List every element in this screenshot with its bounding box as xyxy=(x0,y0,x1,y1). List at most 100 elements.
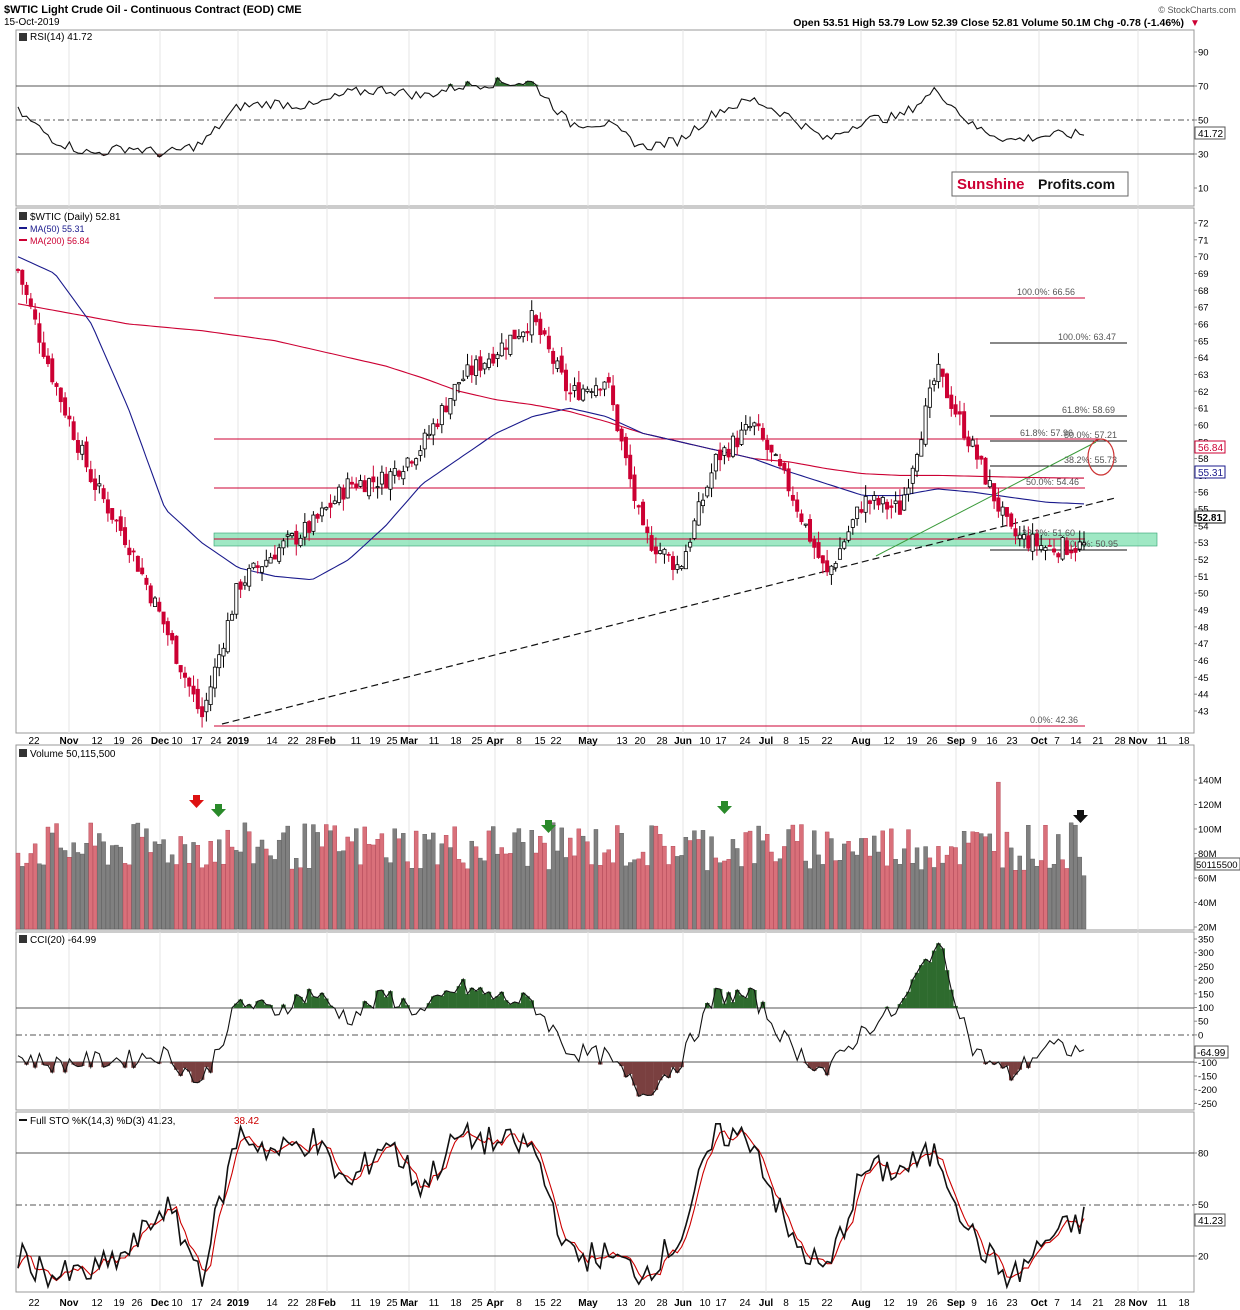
candle-body xyxy=(679,566,684,569)
volume-bar xyxy=(28,853,34,930)
volume-bar xyxy=(165,862,171,930)
candle-body xyxy=(414,458,419,466)
candle-body xyxy=(940,368,945,377)
volume-bar xyxy=(533,852,539,930)
candle-body xyxy=(191,685,196,695)
candle-body xyxy=(324,507,329,510)
x-tick-label: 19 xyxy=(369,1298,381,1309)
candle-body xyxy=(268,556,273,564)
candle-body xyxy=(585,388,590,392)
volume-bar xyxy=(285,825,290,930)
volume-bar xyxy=(906,829,911,930)
volume-bar xyxy=(777,858,783,930)
volume-bar xyxy=(812,830,817,930)
sto-label: Full STO %K(14,3) %D(3) 41.23, xyxy=(30,1116,175,1127)
candle-body xyxy=(563,369,568,392)
candle-body xyxy=(606,377,611,383)
x-tick-label: 8 xyxy=(516,736,522,747)
candle-body xyxy=(182,672,187,678)
x-tick-label: 26 xyxy=(926,1298,938,1309)
x-tick-label: Nov xyxy=(60,736,79,747)
volume-bar xyxy=(786,829,791,930)
candle-body xyxy=(84,441,89,468)
x-tick-label: 12 xyxy=(91,736,103,747)
volume-bar xyxy=(914,847,920,930)
candle-body xyxy=(850,519,855,528)
candle-body xyxy=(786,468,791,492)
candle-body xyxy=(1043,547,1048,551)
volume-bar xyxy=(217,839,222,930)
volume-bar xyxy=(538,835,543,930)
candle-body xyxy=(576,382,581,400)
candle-body xyxy=(1052,548,1057,553)
candle-body xyxy=(221,647,226,657)
volume-bar xyxy=(640,851,646,930)
volume-bar xyxy=(705,870,710,930)
volume-bar xyxy=(118,846,123,930)
candle-body xyxy=(37,323,42,343)
y-tick-label: -250 xyxy=(1198,1099,1217,1110)
volume-legend-icon xyxy=(19,749,27,757)
volume-bar xyxy=(692,830,697,930)
candle-body xyxy=(135,555,140,572)
volume-bar xyxy=(944,854,950,930)
volume-bar xyxy=(45,826,51,930)
volume-bar xyxy=(842,843,847,930)
red-arrow-icon xyxy=(189,795,204,808)
x-tick-label: 22 xyxy=(821,1298,833,1309)
candle-body xyxy=(1026,535,1031,549)
candle-body xyxy=(546,335,551,350)
x-tick-label: 28 xyxy=(1114,1298,1126,1309)
volume-bar xyxy=(97,833,102,930)
fib-lines-left xyxy=(214,297,1100,727)
volume-bar xyxy=(503,853,509,930)
volume-bar xyxy=(306,868,312,930)
volume-bar xyxy=(289,868,295,930)
cci-extreme-fills xyxy=(24,943,1031,1097)
x-tick-label: Feb xyxy=(318,736,336,747)
volume-bar xyxy=(139,836,145,930)
candle-body xyxy=(568,392,573,395)
candle-body xyxy=(504,347,509,350)
x-tick-label: Sep xyxy=(947,736,965,747)
x-tick-label: 22 xyxy=(287,736,299,747)
candle-body xyxy=(636,505,641,508)
volume-bar xyxy=(559,827,564,930)
candle-body xyxy=(593,385,598,396)
candle-body xyxy=(859,509,864,513)
candle-body xyxy=(619,428,624,442)
candle-body xyxy=(572,385,577,391)
volume-bar xyxy=(1021,869,1027,930)
x-tick-label: 13 xyxy=(616,1298,628,1309)
volume-bar xyxy=(187,863,192,930)
x-tick-label: 26 xyxy=(131,736,143,747)
candle-body xyxy=(1073,548,1078,553)
volume-bar xyxy=(246,831,252,930)
volume-bar xyxy=(987,833,993,930)
candle-body xyxy=(1056,553,1061,558)
candle-body xyxy=(996,497,1001,512)
volume-bar xyxy=(409,867,415,930)
volume-bar xyxy=(936,846,941,930)
green-arrow-icon-1 xyxy=(211,804,226,817)
volume-bar xyxy=(730,839,736,930)
candle-body xyxy=(358,480,363,487)
candle-body xyxy=(662,548,667,555)
cci-panel xyxy=(15,931,1195,1111)
x-tick-label: 2019 xyxy=(227,1298,250,1309)
candle-body xyxy=(700,499,705,507)
volume-bar xyxy=(675,856,680,930)
y-tick-label: 40M xyxy=(1198,898,1217,909)
volume-bar xyxy=(161,839,166,930)
volume-bar xyxy=(1009,847,1014,930)
rsi-panel xyxy=(15,29,1195,207)
volume-label: Volume 50,115,500 xyxy=(30,749,116,760)
highlight-circle xyxy=(1087,438,1115,476)
candle-body xyxy=(75,440,80,453)
candle-body xyxy=(893,500,898,504)
candle-body xyxy=(949,394,954,409)
candle-body xyxy=(474,359,479,376)
candle-body xyxy=(645,526,650,533)
x-tick-label: Nov xyxy=(1129,736,1148,747)
volume-bar xyxy=(1043,825,1048,930)
